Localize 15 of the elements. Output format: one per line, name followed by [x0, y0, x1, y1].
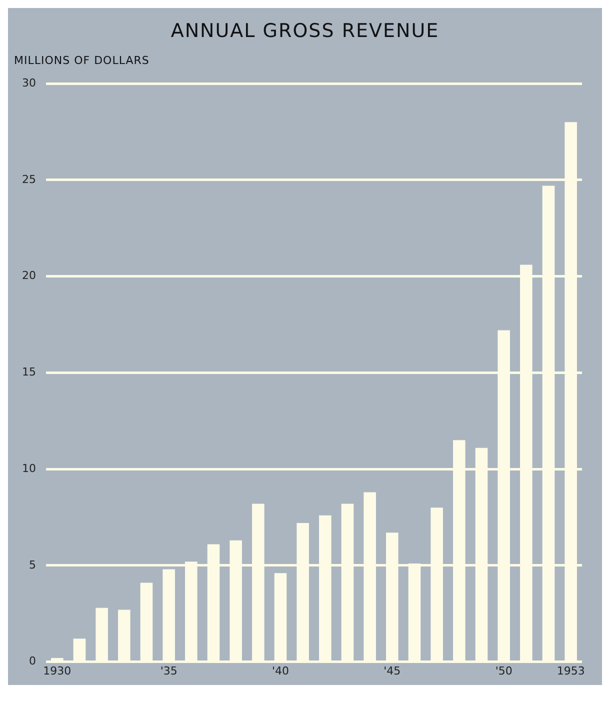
y-tick-label: 20 [22, 269, 36, 282]
x-tick-label: 1930 [43, 664, 72, 678]
x-tick-label: 1953 [556, 664, 585, 678]
x-tick-label: '45 [384, 664, 401, 678]
x-tick-label: '35 [160, 664, 178, 678]
y-tick-label: 0 [28, 654, 36, 668]
x-tick-label: '40 [272, 664, 290, 678]
y-tick-label: 5 [28, 558, 36, 572]
y-tick-label: 15 [22, 366, 36, 379]
y-tick-label: 30 [22, 76, 36, 90]
y-axis-title: MILLIONS OF DOLLARS [14, 54, 150, 67]
chart-title: ANNUAL GROSS REVENUE [170, 20, 440, 42]
y-tick-label: 10 [22, 462, 36, 475]
x-tick-label: '50 [495, 664, 512, 678]
y-tick-label: 25 [22, 172, 36, 186]
